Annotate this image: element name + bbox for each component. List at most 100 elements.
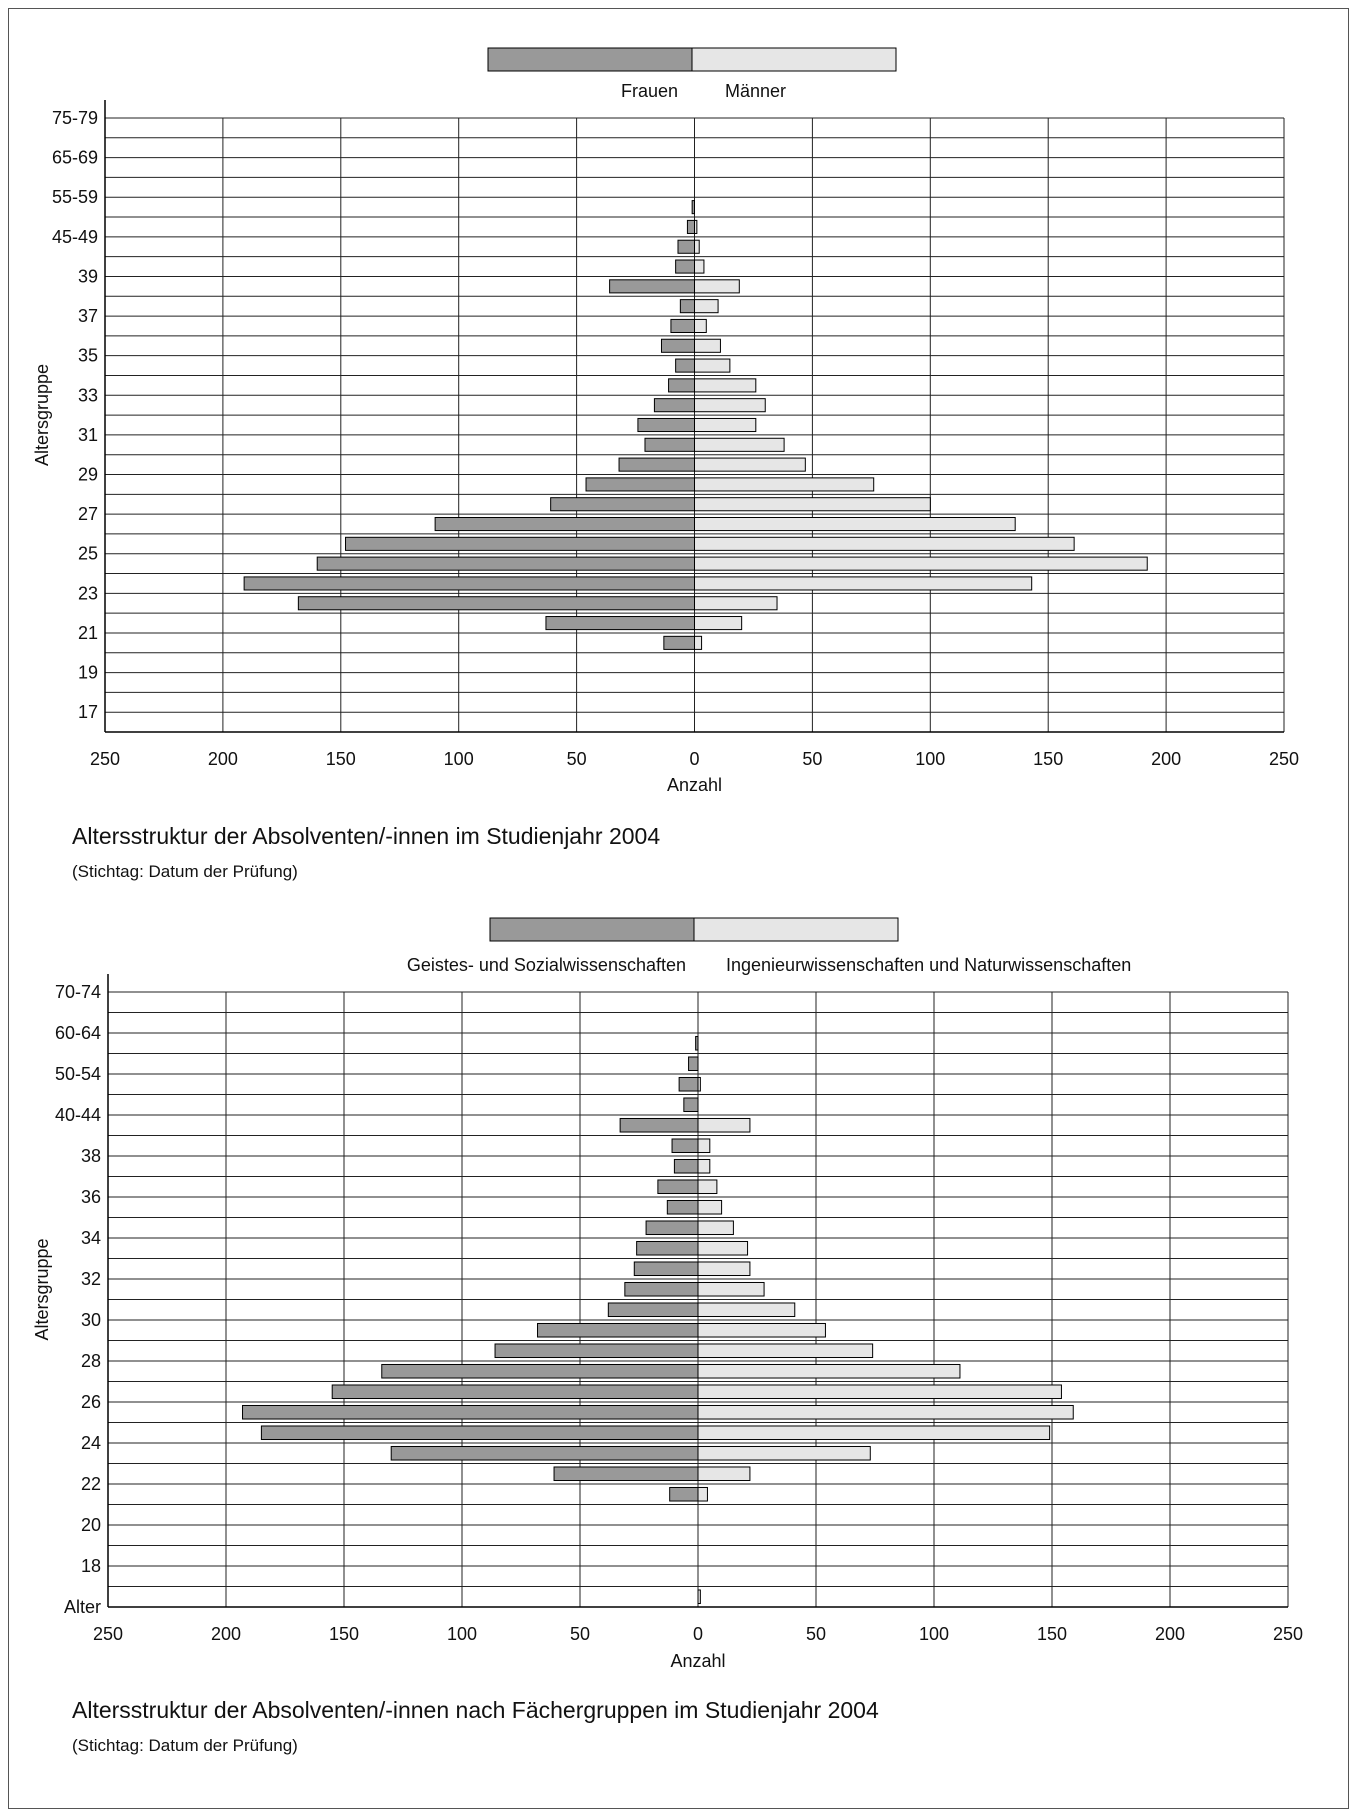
chart2-x-tick-label: 100 (447, 1624, 477, 1644)
chart1-x-tick-label: 100 (444, 749, 474, 769)
chart2-bar-left (666, 1199, 699, 1215)
chart2-x-tick-label: 250 (93, 1624, 123, 1644)
chart1-bar-right (694, 635, 703, 650)
chart1-y-tick-label: 29 (78, 465, 98, 485)
chart2-bar-right (697, 1179, 718, 1195)
chart2-bar-right (697, 1158, 711, 1174)
chart2-bar-left (624, 1281, 699, 1297)
chart1-bar-left (675, 259, 695, 274)
chart2-legend-swatch-right (693, 917, 899, 942)
chart1-legend-swatch-left (487, 47, 693, 72)
chart2-legend-swatch-left (489, 917, 695, 942)
chart2-x-tick-label: 50 (806, 1624, 826, 1644)
chart1-y-tick-label: 39 (78, 266, 98, 286)
chart1-bar-left (345, 536, 695, 551)
chart2-x-tick-label: 150 (1037, 1624, 1067, 1644)
chart2-x-tick-label: 250 (1273, 1624, 1303, 1644)
chart2-bar-right (697, 1281, 765, 1297)
chart1-y-tick-label: 75-79 (52, 108, 98, 128)
chart2-bar-right (697, 1138, 711, 1154)
chart1-y-tick-label: 27 (78, 504, 98, 524)
chart2-bar-left (683, 1097, 699, 1113)
chart1-y-axis-label: Altersgruppe (32, 364, 52, 466)
chart1-bar-left (545, 616, 695, 631)
chart1-bar-left (691, 200, 696, 215)
chart2-bar-right (697, 1445, 871, 1461)
chart2-x-tick-label: 150 (329, 1624, 359, 1644)
chart2-y-tick-label: 50-54 (55, 1064, 101, 1084)
chart2-y-tick-label: 36 (81, 1187, 101, 1207)
chart2-bar-right (697, 1199, 723, 1215)
chart2-bar-right (697, 1117, 751, 1133)
chart1-bar-left (618, 457, 696, 472)
chart2-x-axis-label: Anzahl (670, 1651, 725, 1671)
chart2-bar-right (697, 1343, 874, 1359)
chart1-bar-right (694, 378, 757, 393)
chart1-y-tick-label: 23 (78, 583, 98, 603)
chart1-legend-swatch-right (691, 47, 897, 72)
chart2-bar-right (697, 1425, 1051, 1441)
chart2-y-tick-label: 20 (81, 1515, 101, 1535)
chart2-bar-left (645, 1220, 699, 1236)
chart1-bar-right (694, 358, 731, 373)
chart1-y-tick-label: 19 (78, 663, 98, 683)
chart1-bar-right (694, 398, 766, 413)
chart2-bar-right (697, 1240, 749, 1256)
chart2-y-axis-label: Altersgruppe (32, 1238, 52, 1340)
chart2-y-tick-label: 26 (81, 1392, 101, 1412)
chart1-y-tick-label: 31 (78, 425, 98, 445)
chart2-y-tick-label: 32 (81, 1269, 101, 1289)
chart2-y-tick-label: 28 (81, 1351, 101, 1371)
chart2-bar-right (697, 1466, 751, 1482)
chart1-y-tick-label: 45-49 (52, 227, 98, 247)
chart1-subtitle: (Stichtag: Datum der Prüfung) (72, 862, 298, 881)
chart2-x-tick-label: 200 (1155, 1624, 1185, 1644)
chart1-bar-right (694, 516, 1016, 532)
chart1-bar-left (686, 219, 696, 234)
chart1-y-tick-label: 65-69 (52, 148, 98, 168)
chart2-bar-left (242, 1404, 699, 1420)
chart1-bar-right (694, 338, 721, 353)
chart1-bar-left (660, 338, 695, 353)
chart1-bar-left (668, 378, 696, 393)
chart2-y-tick-label: 38 (81, 1146, 101, 1166)
chart2-bar-left (607, 1302, 699, 1318)
chart2-bar-left (537, 1322, 699, 1338)
chart1-bar-left (316, 556, 695, 571)
chart2-bar-left (619, 1117, 699, 1133)
chart2-bar-left (331, 1384, 699, 1400)
chart1-y-tick-label: 35 (78, 346, 98, 366)
chart2-bar-right (697, 1322, 826, 1338)
chart1-bar-left (550, 497, 695, 512)
chart2-bar-right (697, 1404, 1074, 1420)
chart2-bar-left (695, 1035, 699, 1051)
chart1-bar-right (694, 457, 806, 472)
chart1-bar-left (670, 318, 695, 334)
chart1-x-tick-label: 250 (90, 749, 120, 769)
chart1-bar-right (694, 596, 778, 611)
chart1-bar-right (694, 219, 698, 234)
chart2-bar-left (390, 1445, 699, 1461)
chart1-bar-left (679, 299, 695, 314)
chart1-bar-right (694, 279, 740, 294)
chart1-x-tick-label: 100 (915, 749, 945, 769)
chart1-legend-label-right: Männer (725, 81, 786, 101)
chart1-title: Altersstruktur der Absolventen/-innen im… (72, 823, 661, 849)
chart1-y-tick-label: 55-59 (52, 187, 98, 207)
chart1-bar-right (694, 536, 1075, 551)
chart2-bar-left (260, 1425, 699, 1441)
chart2-y-tick-label: 34 (81, 1228, 101, 1248)
chart1-bar-right (694, 576, 1033, 591)
chart1-bar-left (243, 576, 695, 591)
chart1-bar-right (694, 437, 785, 452)
chart2-bar-right (697, 1486, 708, 1502)
chart1-bar-right (694, 299, 719, 314)
chart2-title: Altersstruktur der Absolventen/-innen na… (72, 1697, 879, 1723)
chart1-y-tick-label: 37 (78, 306, 98, 326)
chart1-bar-left (297, 596, 695, 611)
chart2-bar-left (494, 1343, 699, 1359)
chart1-x-tick-label: 200 (208, 749, 238, 769)
chart2-bar-left (636, 1240, 699, 1256)
chart2-y-tick-label: 70-74 (55, 982, 101, 1002)
